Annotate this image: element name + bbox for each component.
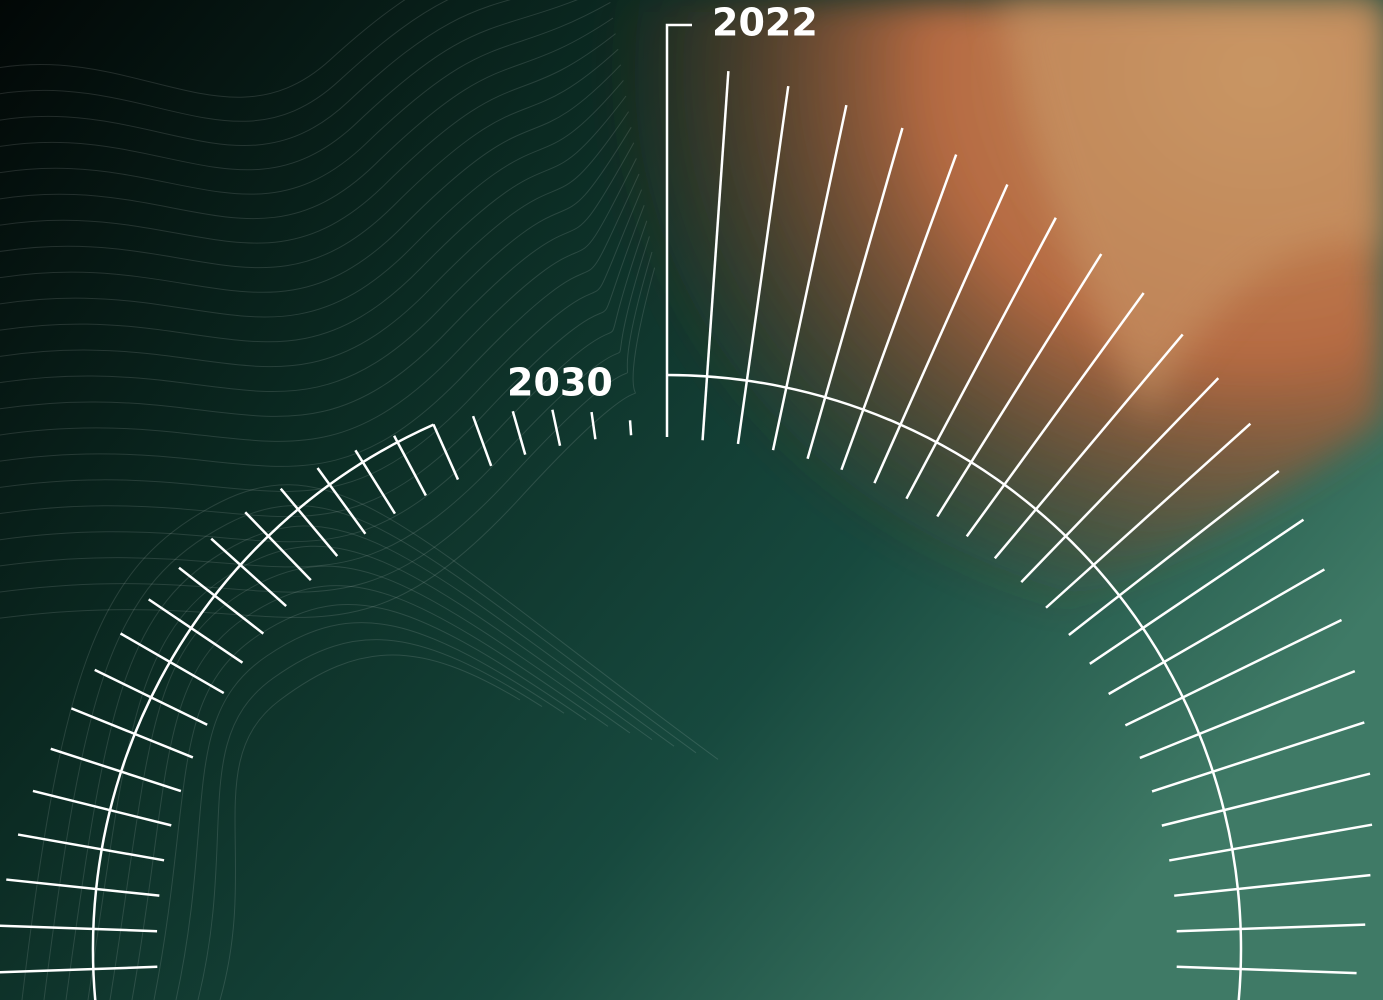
dial-tick — [1020, 377, 1220, 584]
contour — [0, 95, 627, 343]
dial-tick — [1108, 568, 1326, 696]
dial-tick — [432, 423, 460, 481]
contour — [0, 142, 635, 417]
dial-tick — [840, 154, 958, 471]
contour — [0, 0, 578, 171]
contour — [153, 604, 587, 1000]
dial-tick — [0, 924, 158, 933]
dial-tick — [1161, 772, 1371, 827]
contour — [0, 126, 632, 392]
dial-tick — [178, 566, 265, 635]
contour — [0, 173, 640, 467]
dial-tick — [701, 71, 730, 441]
dial-tick — [50, 747, 182, 793]
dial-tick — [210, 537, 287, 607]
contour — [0, 0, 511, 147]
dial-tick — [993, 333, 1184, 560]
contour — [0, 48, 619, 269]
dial-tick — [936, 253, 1103, 518]
sand-highlight — [1000, 0, 1383, 420]
contour — [0, 33, 616, 244]
dial-tick — [736, 85, 790, 445]
dial-arc — [91, 423, 435, 1000]
dial-tick — [905, 217, 1057, 500]
contour — [0, 205, 645, 518]
contour — [219, 654, 521, 1000]
contour — [0, 220, 648, 543]
dial-tick — [471, 415, 493, 467]
contour — [43, 504, 697, 1000]
dial-tick — [70, 707, 194, 759]
dial-tick — [1169, 823, 1373, 862]
contour — [0, 80, 624, 318]
contour — [0, 64, 622, 293]
dial-tick — [1124, 618, 1343, 727]
dial-tick — [873, 184, 1009, 484]
dial-tick — [806, 127, 904, 460]
contour — [0, 251, 653, 593]
dial-tick — [1174, 873, 1371, 897]
dial-tick — [17, 833, 165, 862]
dial-tick — [511, 410, 527, 455]
dial-tick — [1176, 965, 1357, 975]
dial-tick — [1151, 721, 1365, 793]
contour — [0, 236, 650, 568]
dial-tick — [771, 104, 848, 451]
contour — [87, 545, 653, 1000]
contour — [0, 0, 449, 122]
dial-tick — [354, 449, 396, 515]
dial-tick — [119, 632, 225, 695]
dial-tick — [316, 467, 367, 535]
dial-tick — [32, 789, 172, 827]
dial-tick — [1139, 669, 1356, 760]
dial-tick — [94, 668, 208, 726]
dial-tick — [551, 409, 562, 446]
dial-tick — [393, 435, 427, 497]
dial-tick — [0, 965, 158, 974]
contour — [109, 565, 631, 1000]
dial-tick — [147, 598, 244, 664]
dial-tick — [6, 878, 160, 897]
dial-tick — [1176, 923, 1366, 933]
end-label: 2030 — [507, 361, 613, 405]
dial-tick — [244, 511, 312, 582]
contour — [0, 189, 643, 492]
dial-arc — [666, 373, 1243, 1000]
contour — [0, 158, 637, 442]
contour — [0, 0, 406, 98]
contour-lines — [0, 0, 719, 1000]
dial-tick — [1068, 470, 1280, 636]
contour — [0, 111, 630, 368]
contour — [0, 17, 614, 220]
dial-tick — [1089, 518, 1305, 665]
dial-tick — [590, 411, 597, 440]
contour — [0, 267, 656, 619]
contour — [21, 484, 719, 1000]
dial-tick — [628, 420, 633, 436]
dial-tick — [279, 487, 339, 557]
contour — [197, 639, 543, 1000]
contour — [0, 1, 611, 195]
start-marker — [665, 23, 692, 437]
dial-tick — [965, 292, 1145, 538]
contour — [175, 622, 565, 1000]
contour — [65, 525, 675, 1000]
start-label: 2022 — [712, 1, 818, 45]
dial — [0, 71, 1373, 1000]
dial-tick — [1045, 422, 1252, 609]
